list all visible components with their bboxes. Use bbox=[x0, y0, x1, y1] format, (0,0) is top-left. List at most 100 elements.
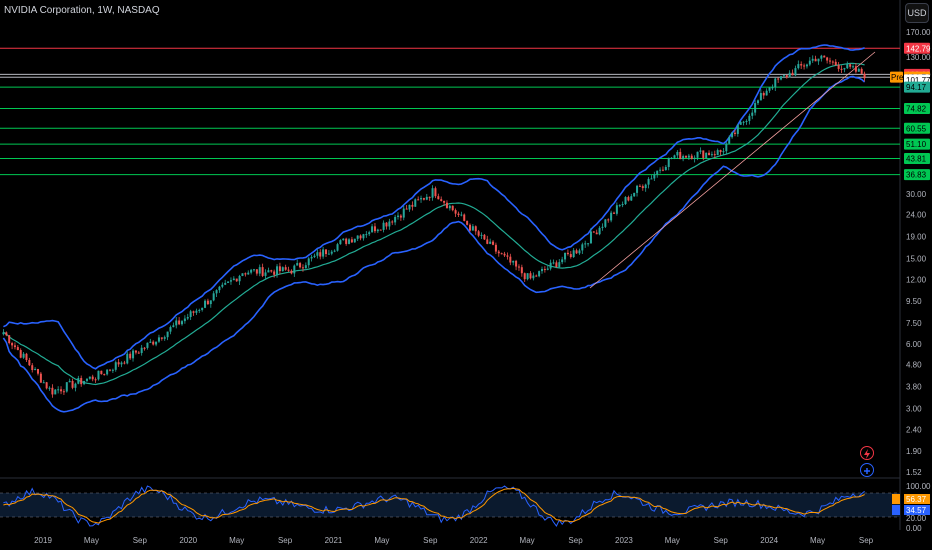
plus-circle-icon[interactable] bbox=[860, 463, 874, 477]
price-axis-tick: 30.00 bbox=[906, 190, 927, 199]
price-axis[interactable]: 170.00 130.00 30.00 24.00 19.00 15.00 12.00 9.5… bbox=[906, 28, 931, 477]
candle-body bbox=[604, 219, 607, 227]
candle-body bbox=[324, 249, 328, 254]
time-axis-label: May bbox=[810, 536, 825, 545]
price-tag-label: 36.83 bbox=[906, 171, 927, 180]
price-tag-box bbox=[904, 169, 930, 181]
candle-body bbox=[546, 268, 549, 270]
candle-body bbox=[690, 155, 693, 159]
candle-body bbox=[480, 234, 483, 236]
candle-body bbox=[152, 341, 155, 345]
candle-body bbox=[48, 387, 51, 389]
candle-body bbox=[247, 272, 250, 275]
lightning-icon[interactable] bbox=[860, 446, 874, 460]
candle-body bbox=[91, 376, 94, 380]
candle-body bbox=[667, 157, 670, 167]
candle-body bbox=[204, 300, 207, 308]
price-tag-label: 60.55 bbox=[906, 124, 927, 133]
candle-body bbox=[699, 150, 702, 152]
candle-body bbox=[578, 250, 581, 254]
candle-body bbox=[754, 103, 757, 113]
oscillator-tag-box bbox=[904, 505, 930, 515]
candle-body bbox=[405, 208, 408, 210]
candle-body bbox=[431, 188, 434, 198]
candle-body bbox=[742, 121, 745, 123]
bollinger-lower-band bbox=[2, 75, 866, 413]
candle-body bbox=[561, 259, 564, 263]
candle-body bbox=[515, 260, 518, 267]
candle-body bbox=[803, 65, 806, 67]
candle-body bbox=[261, 267, 264, 276]
candle-body bbox=[132, 350, 135, 359]
candle-body bbox=[443, 200, 446, 203]
candle-body bbox=[365, 234, 368, 236]
candle-body bbox=[434, 188, 437, 197]
candle-body bbox=[466, 220, 469, 225]
candle-body bbox=[716, 150, 719, 155]
price-axis-tick: 15.00 bbox=[906, 254, 927, 263]
stochastic-rsi-pane[interactable] bbox=[0, 485, 900, 527]
candle-body bbox=[811, 58, 814, 61]
time-axis-label: 2024 bbox=[760, 536, 778, 545]
candle-body bbox=[284, 267, 287, 270]
price-axis-tick: 1.90 bbox=[906, 447, 922, 456]
candle-body bbox=[641, 186, 644, 189]
candle-body bbox=[232, 278, 235, 281]
candle-body bbox=[808, 60, 811, 65]
candle-body bbox=[172, 325, 175, 328]
candle-body bbox=[486, 239, 489, 244]
candle-body bbox=[523, 273, 526, 280]
candle-body bbox=[745, 120, 748, 122]
candle-body bbox=[13, 345, 16, 348]
oscillator-tag-label: 56.37 bbox=[906, 495, 927, 504]
time-axis[interactable]: 2019 May Sep 2020 May Sep 2021 May Sep 2022 May Sep… bbox=[34, 536, 874, 545]
candle-body bbox=[157, 337, 160, 342]
candle-body bbox=[552, 262, 555, 264]
candle-body bbox=[463, 214, 466, 221]
candle-body bbox=[258, 267, 261, 274]
candle-body bbox=[394, 216, 397, 223]
candle-body bbox=[566, 252, 569, 255]
candle-body bbox=[863, 73, 866, 79]
bollinger-upper-band bbox=[3, 44, 865, 370]
candle-body bbox=[857, 68, 860, 72]
candle-body bbox=[615, 205, 618, 214]
candle-body bbox=[780, 76, 783, 80]
oscillator-tag-marker bbox=[892, 505, 900, 515]
candle-body bbox=[422, 198, 425, 200]
candle-body bbox=[494, 244, 497, 252]
time-axis-label: 2023 bbox=[615, 536, 633, 545]
candle-body bbox=[719, 150, 722, 153]
candle-body bbox=[304, 265, 307, 269]
candle-body bbox=[270, 270, 273, 272]
candle-body bbox=[532, 275, 535, 279]
candle-body bbox=[733, 132, 736, 134]
candle-body bbox=[601, 226, 604, 228]
candle-body bbox=[610, 212, 613, 221]
candle-body bbox=[299, 263, 302, 268]
candle-body bbox=[676, 151, 679, 156]
candle-body bbox=[97, 370, 100, 380]
candle-body bbox=[250, 269, 253, 273]
horizontal-levels[interactable] bbox=[0, 47, 900, 176]
candle-body bbox=[54, 389, 57, 395]
candle-body bbox=[221, 284, 224, 287]
candle-body bbox=[327, 253, 330, 255]
candle-body bbox=[471, 226, 474, 231]
currency-button[interactable]: USD bbox=[905, 3, 929, 23]
price-tag-label: 101.77 bbox=[906, 76, 931, 85]
price-axis-tick: 3.80 bbox=[906, 383, 922, 392]
candle-body bbox=[350, 239, 353, 243]
candle-body bbox=[140, 347, 143, 354]
candle-body bbox=[572, 250, 575, 258]
candle-body bbox=[612, 212, 616, 214]
candle-body bbox=[771, 87, 774, 89]
time-axis-label: 2020 bbox=[179, 536, 197, 545]
price-axis-tick: 130.00 bbox=[906, 53, 931, 62]
candle-body bbox=[520, 267, 523, 274]
candle-body bbox=[31, 365, 34, 370]
candle-body bbox=[22, 353, 25, 358]
candle-body bbox=[333, 250, 336, 252]
trendline[interactable] bbox=[589, 51, 876, 289]
